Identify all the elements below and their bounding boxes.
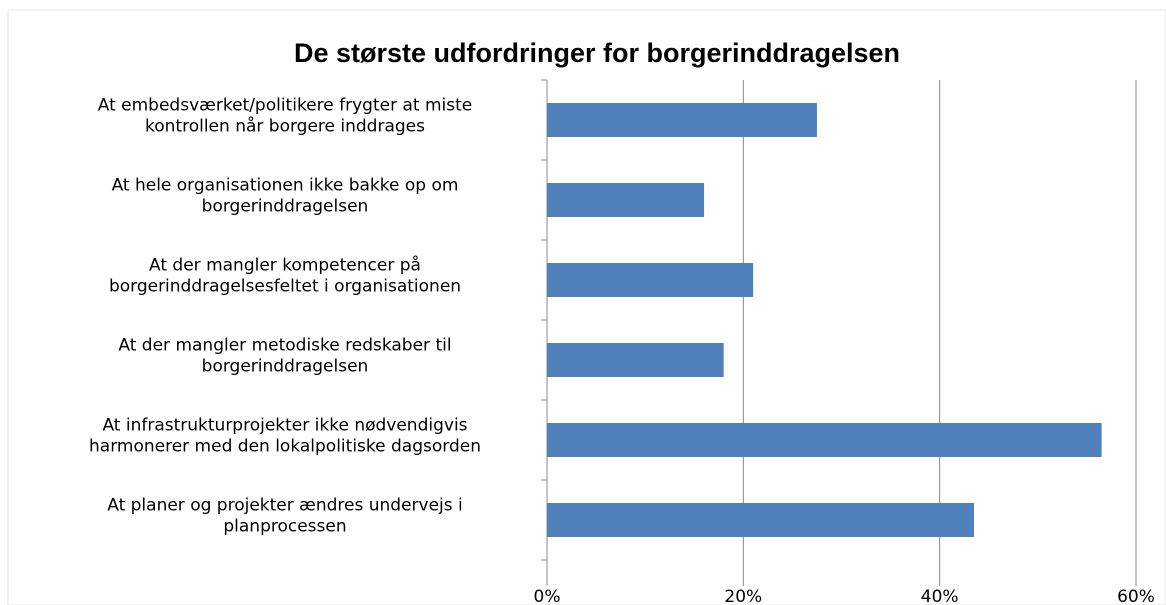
y-tick-label: At hele organisationen ikke bakke op om xyxy=(112,176,459,196)
bar xyxy=(547,423,1102,457)
x-tick-label: 40% xyxy=(921,587,959,605)
y-tick-label: borgerinddragelsen xyxy=(202,197,369,217)
y-tick-label: At infrastrukturprojekter ikke nødvendig… xyxy=(102,416,467,436)
y-tick-label: kontrollen når borgere inddrages xyxy=(145,116,425,137)
y-tick-label: At embedsværket/politikere frygter at mi… xyxy=(98,96,472,116)
bar xyxy=(547,263,754,297)
y-tick-label: harmonerer med den lokalpolitiske dagsor… xyxy=(89,437,481,457)
chart-title: De største udfordringer for borgerinddra… xyxy=(294,38,900,68)
y-tick-label: borgerinddragelsesfeltet i organisatione… xyxy=(109,277,461,297)
bar xyxy=(547,103,817,137)
y-tick-label: planprocessen xyxy=(223,517,346,537)
y-tick-label: borgerinddragelsen xyxy=(202,357,369,377)
x-tick-label: 60% xyxy=(1117,587,1155,605)
x-tick-label: 20% xyxy=(724,587,762,605)
bar xyxy=(547,183,705,217)
bar xyxy=(547,503,975,537)
y-tick-label: At planer og projekter ændres undervejs … xyxy=(107,496,463,516)
y-tick-label: At der mangler metodiske redskaber til xyxy=(118,336,451,356)
bar xyxy=(547,343,724,377)
y-tick-label: At der mangler kompetencer på xyxy=(149,255,421,276)
x-tick-label: 0% xyxy=(534,587,561,605)
